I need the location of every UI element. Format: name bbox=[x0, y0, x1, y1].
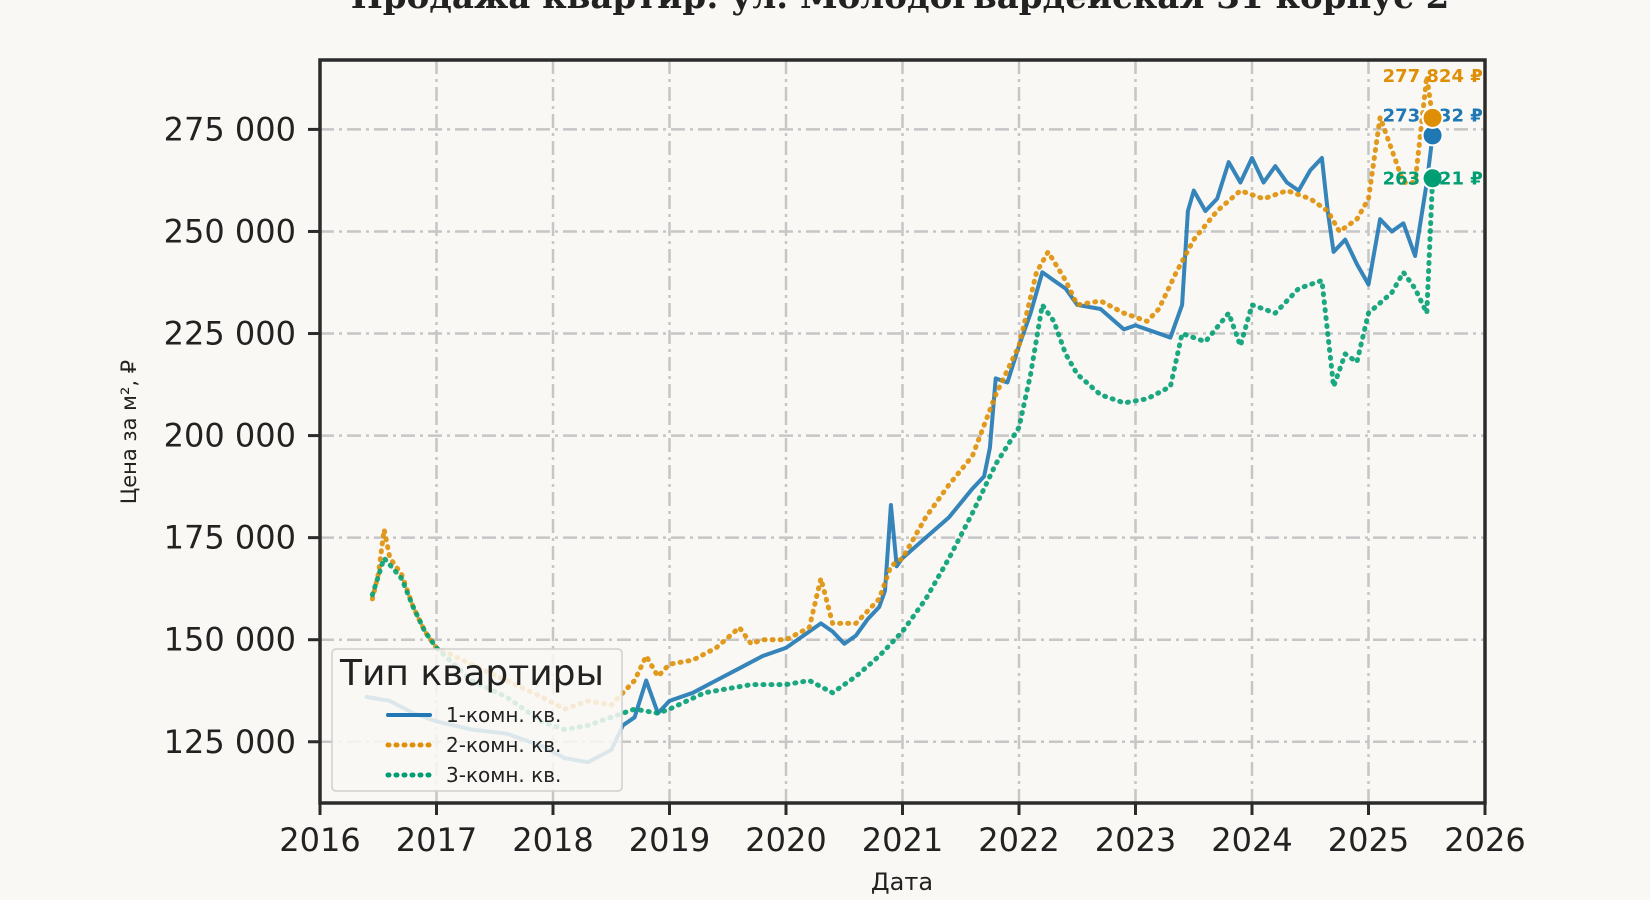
x-tick-label: 2019 bbox=[629, 821, 710, 859]
series-end-label-3: 263 021 ₽ bbox=[1383, 168, 1483, 189]
y-tick-label: 200 000 bbox=[164, 417, 296, 455]
axis-ticks: 2016 2017 2018 2019 2020 2021 2022 2023 2024 2025… bbox=[164, 110, 1526, 859]
x-axis-label: Дата bbox=[871, 868, 933, 896]
y-tick-label: 250 000 bbox=[164, 212, 296, 250]
legend-title: Тип квартиры bbox=[339, 653, 604, 694]
y-tick-label: 175 000 bbox=[164, 519, 296, 557]
series-end-marker-3 bbox=[1421, 167, 1444, 190]
y-tick-label: 125 000 bbox=[164, 723, 296, 761]
x-tick-label: 2017 bbox=[396, 821, 477, 859]
x-tick-label: 2026 bbox=[1444, 821, 1525, 859]
y-tick-label: 150 000 bbox=[164, 621, 296, 659]
legend-box bbox=[331, 648, 623, 792]
end-labels: 273 532 ₽277 824 ₽263 021 ₽ bbox=[1383, 66, 1483, 190]
y-tick-label: 225 000 bbox=[164, 315, 296, 353]
y-axis-label: Цена за м², ₽ bbox=[117, 360, 141, 504]
x-tick-label: 2025 bbox=[1328, 821, 1409, 859]
x-tick-label: 2020 bbox=[745, 821, 826, 859]
legend-entry-3: 3-комн. кв. bbox=[446, 763, 561, 787]
legend-entry-2: 2-комн. кв. bbox=[446, 733, 561, 757]
legend: Тип квартиры 1-комн. кв. 2-комн. кв. 3-ком… bbox=[331, 648, 623, 792]
series-line-2 bbox=[369, 73, 1436, 712]
x-tick-label: 2016 bbox=[279, 821, 360, 859]
x-tick-label: 2023 bbox=[1095, 821, 1176, 859]
x-tick-label: 2022 bbox=[978, 821, 1059, 859]
chart-title: Продажа квартир: ул. Молодогвардейская 3… bbox=[351, 0, 1450, 17]
y-tick-label: 275 000 bbox=[164, 110, 296, 148]
x-tick-label: 2024 bbox=[1211, 821, 1292, 859]
x-tick-label: 2021 bbox=[862, 821, 943, 859]
legend-entry-1: 1-комн. кв. bbox=[446, 703, 561, 727]
x-tick-label: 2018 bbox=[512, 821, 593, 859]
series-end-label-2: 277 824 ₽ bbox=[1383, 66, 1483, 87]
series-end-marker-2 bbox=[1421, 106, 1444, 129]
